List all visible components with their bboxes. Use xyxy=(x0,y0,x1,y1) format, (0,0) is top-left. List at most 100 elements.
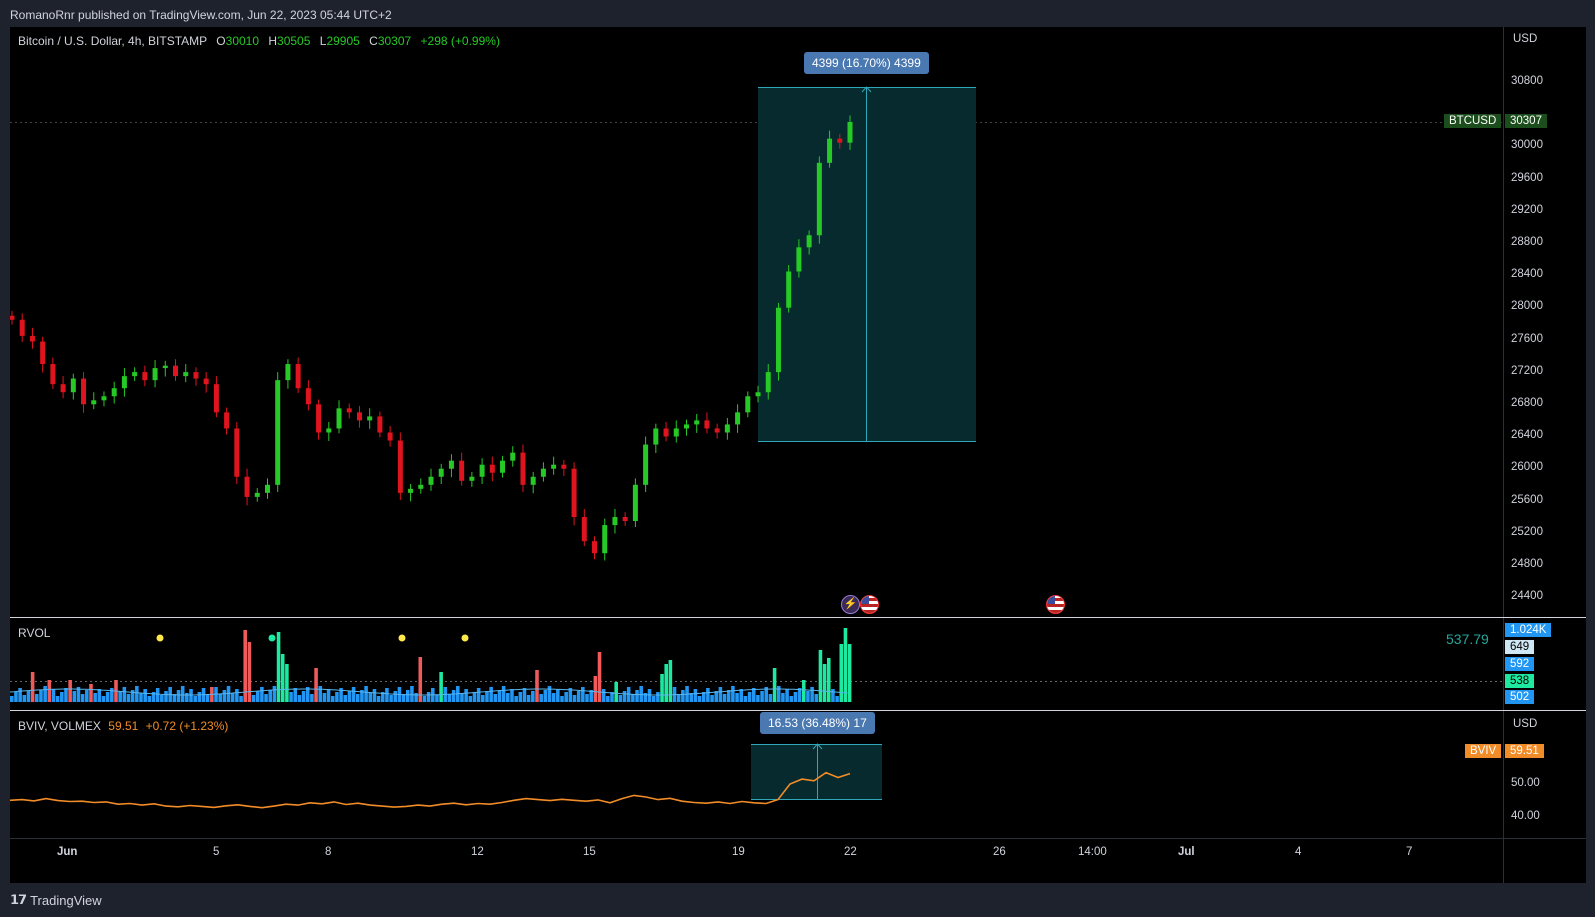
candle-body xyxy=(735,412,741,425)
candle-body xyxy=(469,476,475,481)
rvol-bar xyxy=(93,693,97,702)
low-label: L xyxy=(319,34,327,48)
lightning-icon[interactable]: ⚡ xyxy=(841,595,860,614)
rvol-bar xyxy=(847,644,852,702)
price-chart[interactable] xyxy=(10,27,1503,617)
rvol-bar xyxy=(235,689,239,702)
time-label: 5 xyxy=(213,846,220,858)
candle-body xyxy=(673,428,679,437)
last-price-tag: 30307 xyxy=(1505,114,1547,128)
rvol-bar xyxy=(64,688,68,702)
rvol-bar xyxy=(814,694,819,702)
rvol-bar xyxy=(26,691,31,702)
rvol-bar xyxy=(385,688,389,702)
candle-body xyxy=(162,365,168,369)
rvol-bar xyxy=(531,691,535,702)
rvol-bar xyxy=(843,628,848,702)
rvol-bar xyxy=(526,695,531,702)
rvol-value: 537.79 xyxy=(1446,631,1489,647)
candle-body xyxy=(622,517,628,522)
candle-body xyxy=(234,428,240,477)
time-label: 26 xyxy=(993,846,1006,858)
rvol-bar xyxy=(68,680,72,702)
candle-body xyxy=(285,364,291,381)
rvol-bar xyxy=(556,689,560,702)
candle-body xyxy=(520,452,526,485)
symbol-title[interactable]: Bitcoin / U.S. Dollar, 4h, BITSTAMP xyxy=(18,34,207,48)
candle-body xyxy=(326,428,332,433)
price-range-measure[interactable] xyxy=(758,86,976,442)
rvol-bar xyxy=(822,664,827,702)
rvol-bar xyxy=(360,690,364,702)
main-legend[interactable]: Bitcoin / U.S. Dollar, 4h, BITSTAMP O300… xyxy=(18,34,500,48)
pane-divider-bviv[interactable] xyxy=(10,710,1586,711)
candle-body xyxy=(653,428,659,445)
pane-divider-rvol[interactable] xyxy=(10,617,1586,618)
rvol-bar xyxy=(839,644,844,702)
rvol-bar xyxy=(439,672,443,702)
rvol-axis-tag: 1.024K xyxy=(1505,623,1552,637)
time-label: 4 xyxy=(1295,846,1302,858)
candle-body xyxy=(571,468,577,518)
rvol-bar xyxy=(414,693,418,702)
price-axis-label: 30800 xyxy=(1511,75,1543,87)
rvol-bar xyxy=(801,680,806,702)
us-flag-icon[interactable] xyxy=(1046,595,1065,614)
price-axis-separator xyxy=(1503,27,1504,883)
price-axis-label: 25600 xyxy=(1511,493,1543,506)
candle-body xyxy=(663,428,669,437)
candle-body xyxy=(438,468,444,477)
rvol-bar xyxy=(831,689,835,702)
rvol-bar xyxy=(701,692,706,702)
rvol-bar xyxy=(614,682,618,702)
rvol-bar xyxy=(80,694,85,702)
bviv-range-measure[interactable] xyxy=(751,743,882,800)
rvol-bar xyxy=(722,694,727,702)
rvol-bar xyxy=(647,689,652,702)
rvol-bar xyxy=(155,688,160,702)
rvol-bar xyxy=(710,695,714,702)
rvol-bar xyxy=(97,689,102,702)
rvol-average-line xyxy=(10,688,848,696)
bviv-legend[interactable]: BVIV, VOLMEX 59.51 +0.72 (+1.23%) xyxy=(18,719,228,733)
rvol-bar xyxy=(622,691,627,702)
rvol-bar xyxy=(593,676,598,702)
bviv-currency-label[interactable]: USD xyxy=(1513,718,1538,730)
rvol-bar xyxy=(706,688,710,702)
rvol-bar xyxy=(681,690,685,702)
rvol-bar xyxy=(768,694,773,702)
candle-body xyxy=(500,460,506,473)
candle-body xyxy=(755,392,761,397)
rvol-bar xyxy=(418,657,423,702)
rvol-bar xyxy=(514,696,518,702)
rvol-bar xyxy=(314,668,318,702)
bviv-title[interactable]: BVIV, VOLMEX xyxy=(18,719,101,733)
rvol-bar xyxy=(772,668,777,702)
rvol-bar xyxy=(105,692,110,702)
candle-body xyxy=(683,424,689,429)
rvol-bar xyxy=(172,694,177,702)
rvol-bar xyxy=(197,692,202,702)
candle-body xyxy=(40,341,46,365)
rvol-bar xyxy=(718,687,723,702)
rvol-bar xyxy=(481,695,485,702)
rvol-bar xyxy=(251,695,256,702)
rvol-bar xyxy=(389,695,393,702)
rvol-chart[interactable] xyxy=(10,618,1503,710)
rvol-bar xyxy=(631,694,635,702)
rvol-title[interactable]: RVOL xyxy=(18,626,51,640)
symbol-tag: BTCUSD xyxy=(1444,114,1502,128)
footer-brand[interactable]: 𝟭𝟳 TradingView xyxy=(10,892,102,908)
rvol-bar xyxy=(506,693,510,702)
candle-body xyxy=(152,368,158,381)
candle-body xyxy=(459,460,465,481)
us-flag-icon[interactable] xyxy=(860,595,879,614)
rvol-bar xyxy=(151,692,156,702)
rvol-marker xyxy=(398,634,406,642)
currency-label[interactable]: USD xyxy=(1513,33,1538,45)
bviv-chart[interactable] xyxy=(10,711,1503,838)
rvol-bar xyxy=(835,696,839,702)
rvol-bar xyxy=(518,692,523,702)
rvol-bar xyxy=(751,688,756,702)
bviv-axis-label: 50.00 xyxy=(1511,777,1540,789)
